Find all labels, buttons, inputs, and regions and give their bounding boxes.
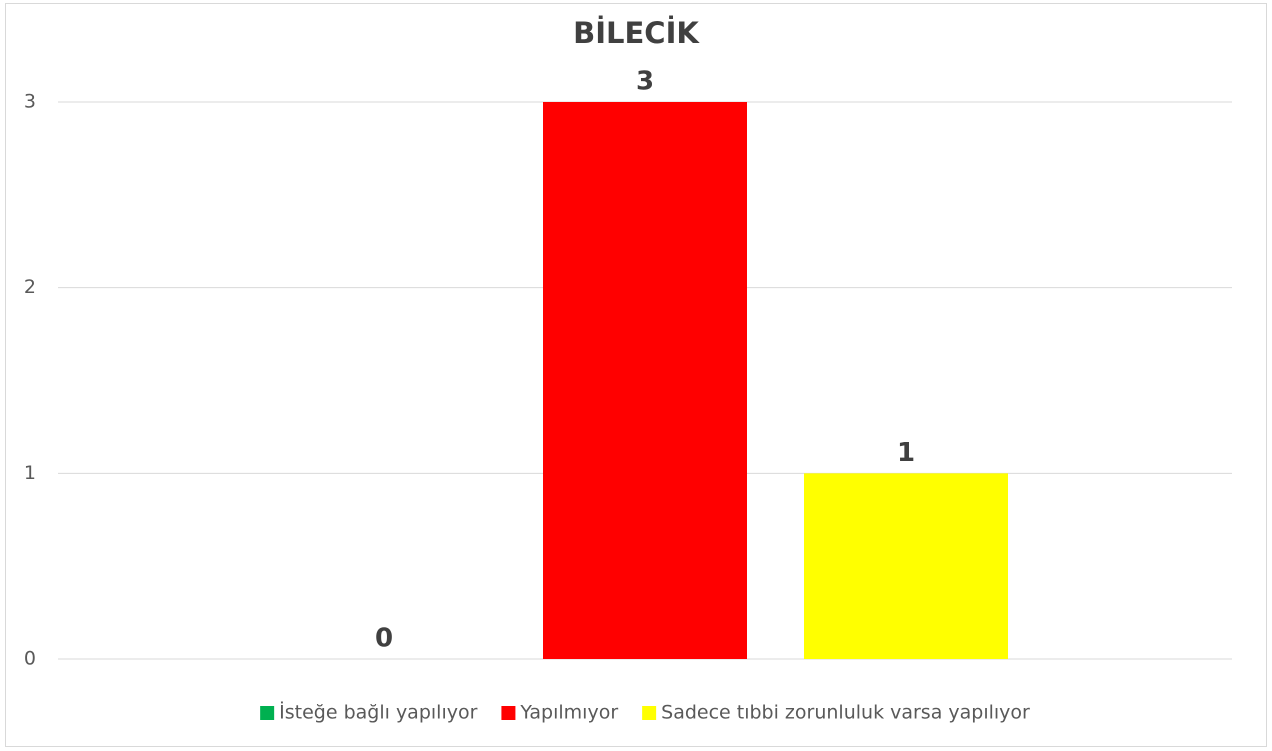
data-label: 3 bbox=[636, 67, 654, 97]
bar bbox=[804, 473, 1008, 659]
y-tick-label: 3 bbox=[24, 91, 36, 113]
legend-swatch bbox=[642, 706, 657, 720]
y-tick-label: 1 bbox=[24, 462, 36, 484]
bar bbox=[543, 102, 747, 659]
legend-label: İsteğe bağlı yapılıyor bbox=[279, 701, 477, 724]
data-label: 1 bbox=[897, 438, 915, 468]
legend-swatch bbox=[260, 706, 275, 720]
legend-label: Yapılmıyor bbox=[519, 702, 618, 724]
y-tick-label: 2 bbox=[24, 276, 36, 298]
legend-label: Sadece tıbbi zorunluluk varsa yapılıyor bbox=[661, 702, 1030, 724]
chart-title: BİLECİK bbox=[573, 16, 700, 50]
legend-swatch bbox=[501, 706, 516, 720]
y-tick-label: 0 bbox=[24, 648, 36, 670]
legend: İsteğe bağlı yapılıyor Yapılmıyor Sadece t… bbox=[260, 701, 1030, 724]
data-label: 0 bbox=[375, 624, 393, 654]
